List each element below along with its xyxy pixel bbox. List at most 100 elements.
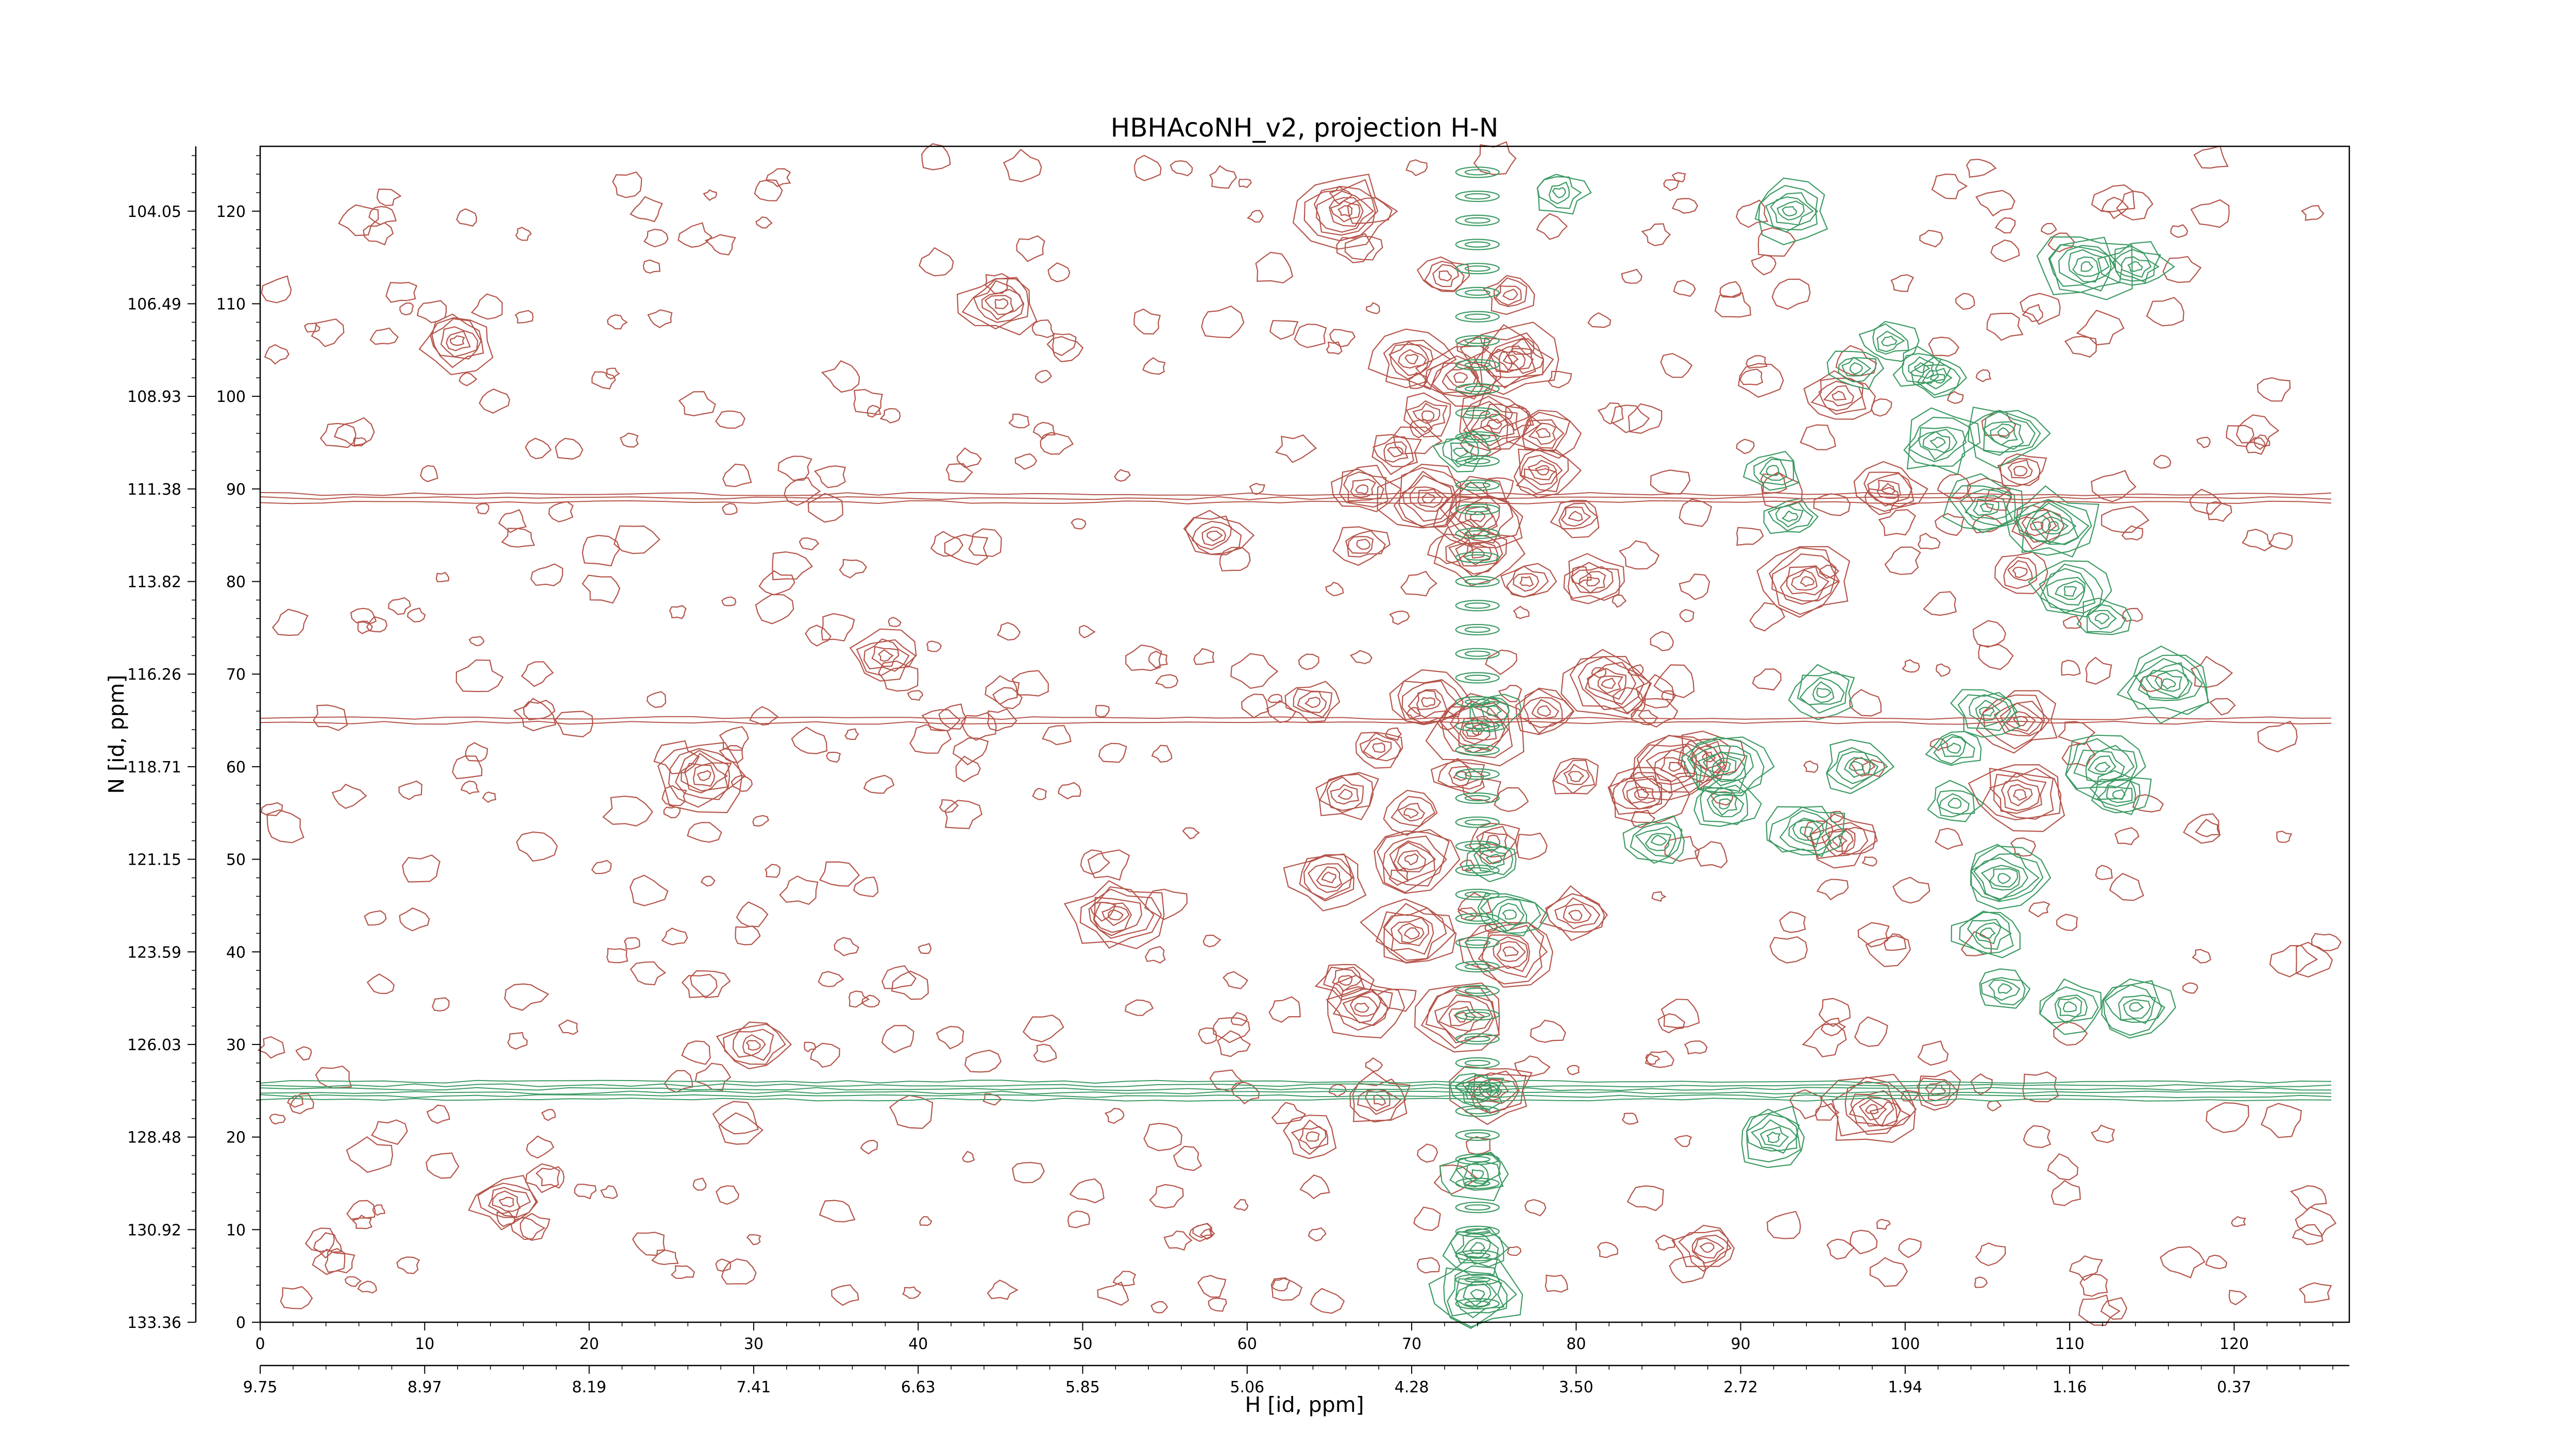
negative-peak: [1513, 448, 1582, 498]
noise-contour: [406, 608, 426, 622]
artifact-contour: [1455, 479, 1500, 491]
contour-ring: [1568, 909, 1583, 921]
contour-ring: [1957, 692, 2018, 731]
contour-ring: [2104, 984, 2165, 1023]
contour-ring: [1994, 551, 2048, 595]
artifact-ring: [1455, 816, 1500, 828]
noise-contour: [1506, 1246, 1522, 1256]
noise-contour: [1684, 1040, 1708, 1055]
contour-ring: [1101, 905, 1130, 926]
noise-contour: [1884, 933, 1907, 951]
noise-contour: [1511, 338, 1535, 355]
noise-contour: [501, 528, 535, 548]
contour-ring: [1470, 696, 1510, 728]
noise-contour: [1173, 1145, 1202, 1171]
artifact-ring: [1464, 217, 1490, 224]
contour-ring: [2080, 261, 2094, 272]
contour-ring: [1470, 408, 1515, 437]
noise-contour: [261, 802, 283, 816]
noise-contour: [623, 937, 640, 950]
noise-contour: [642, 259, 660, 274]
artifact-contour: [1455, 407, 1500, 419]
contour-ring: [1327, 974, 1405, 1039]
contour-ring: [1800, 826, 1814, 837]
contour-ring: [722, 1021, 786, 1065]
contour-ring: [2046, 577, 2086, 606]
noise-contour: [1134, 155, 1162, 181]
contour-ring: [2040, 516, 2069, 535]
contour-ring: [1468, 324, 1554, 387]
artifact-ring: [1464, 771, 1490, 778]
contour-ring: [1319, 773, 1374, 814]
contour-ring: [1502, 909, 1517, 920]
artifact-ring: [1464, 1108, 1490, 1115]
contour-ring: [1536, 174, 1592, 215]
ridge-line: [260, 716, 2332, 720]
artifact-contour: [1455, 913, 1500, 924]
noise-contour: [515, 227, 532, 241]
artifact-ring: [1455, 744, 1500, 756]
contour-ring: [1989, 868, 2019, 888]
noise-contour: [455, 659, 504, 693]
artifact-ring: [1455, 503, 1500, 515]
contour-ring: [2094, 762, 2111, 772]
contour-ring: [1570, 566, 1614, 594]
noise-contour: [939, 799, 959, 813]
noise-contour: [396, 1256, 420, 1274]
contour-ring: [973, 280, 1025, 323]
contour-ring: [1303, 179, 1376, 242]
artifact-ring: [1464, 747, 1490, 753]
contour-ring: [1997, 872, 2011, 884]
noise-contour: [1857, 922, 1890, 948]
contour-ring: [1826, 747, 1889, 789]
noise-contour: [1970, 1073, 1993, 1096]
contour-ring: [1782, 206, 1798, 217]
noise-contour: [432, 997, 450, 1012]
noise-contour: [1898, 1238, 1922, 1258]
x-tick-label: 20: [579, 1335, 599, 1353]
contour-ring: [1184, 510, 1255, 555]
noise-contour: [519, 1212, 551, 1241]
noise-contour: [1800, 424, 1836, 450]
contour-ring: [2012, 789, 2027, 801]
contour-ring: [742, 1034, 766, 1056]
contour-ring: [684, 762, 728, 794]
contour-ring: [2036, 236, 2133, 300]
noise-contour: [921, 709, 961, 732]
artifact-contour: [1455, 1153, 1500, 1165]
artifact-contour: [1455, 792, 1500, 804]
noise-contour: [1012, 1161, 1045, 1184]
noise-contour: [2205, 1254, 2228, 1270]
contour-ring: [1397, 850, 1427, 870]
x-tick-label: 60: [1238, 1335, 1257, 1353]
contour-ring: [1791, 569, 1818, 591]
contour-ring: [1959, 488, 2013, 527]
contour-ring: [1719, 798, 1731, 810]
noise-contour: [1144, 946, 1166, 964]
contour-ring: [1431, 356, 1483, 400]
noise-contour: [1641, 223, 1671, 246]
noise-contour: [821, 613, 855, 642]
contour-ring: [2031, 510, 2077, 544]
noise-contour: [629, 874, 669, 906]
contour-ring: [1207, 530, 1223, 542]
contour-ring: [1698, 752, 1748, 786]
x-tick-label: 50: [1073, 1335, 1092, 1353]
artifact-contour: [1455, 359, 1500, 371]
contour-ring: [1332, 526, 1391, 566]
y-ppm-tick-label: 123.59: [127, 943, 181, 962]
contour-ring: [1502, 355, 1519, 365]
positive-peak: [2076, 597, 2132, 635]
contour-ring: [1360, 898, 1457, 964]
contour-ring: [1601, 678, 1616, 689]
noise-contour: [459, 372, 478, 386]
noise-contour: [784, 477, 821, 506]
contour-ring: [1563, 562, 1621, 601]
contour-ring: [1693, 1237, 1725, 1259]
noise-contour: [2209, 698, 2236, 716]
noise-contour: [1514, 1055, 1551, 1077]
noise-contour: [853, 877, 879, 898]
noise-contour: [280, 1286, 313, 1309]
noise-contour: [1329, 186, 1353, 205]
contour-ring: [1849, 761, 1864, 772]
